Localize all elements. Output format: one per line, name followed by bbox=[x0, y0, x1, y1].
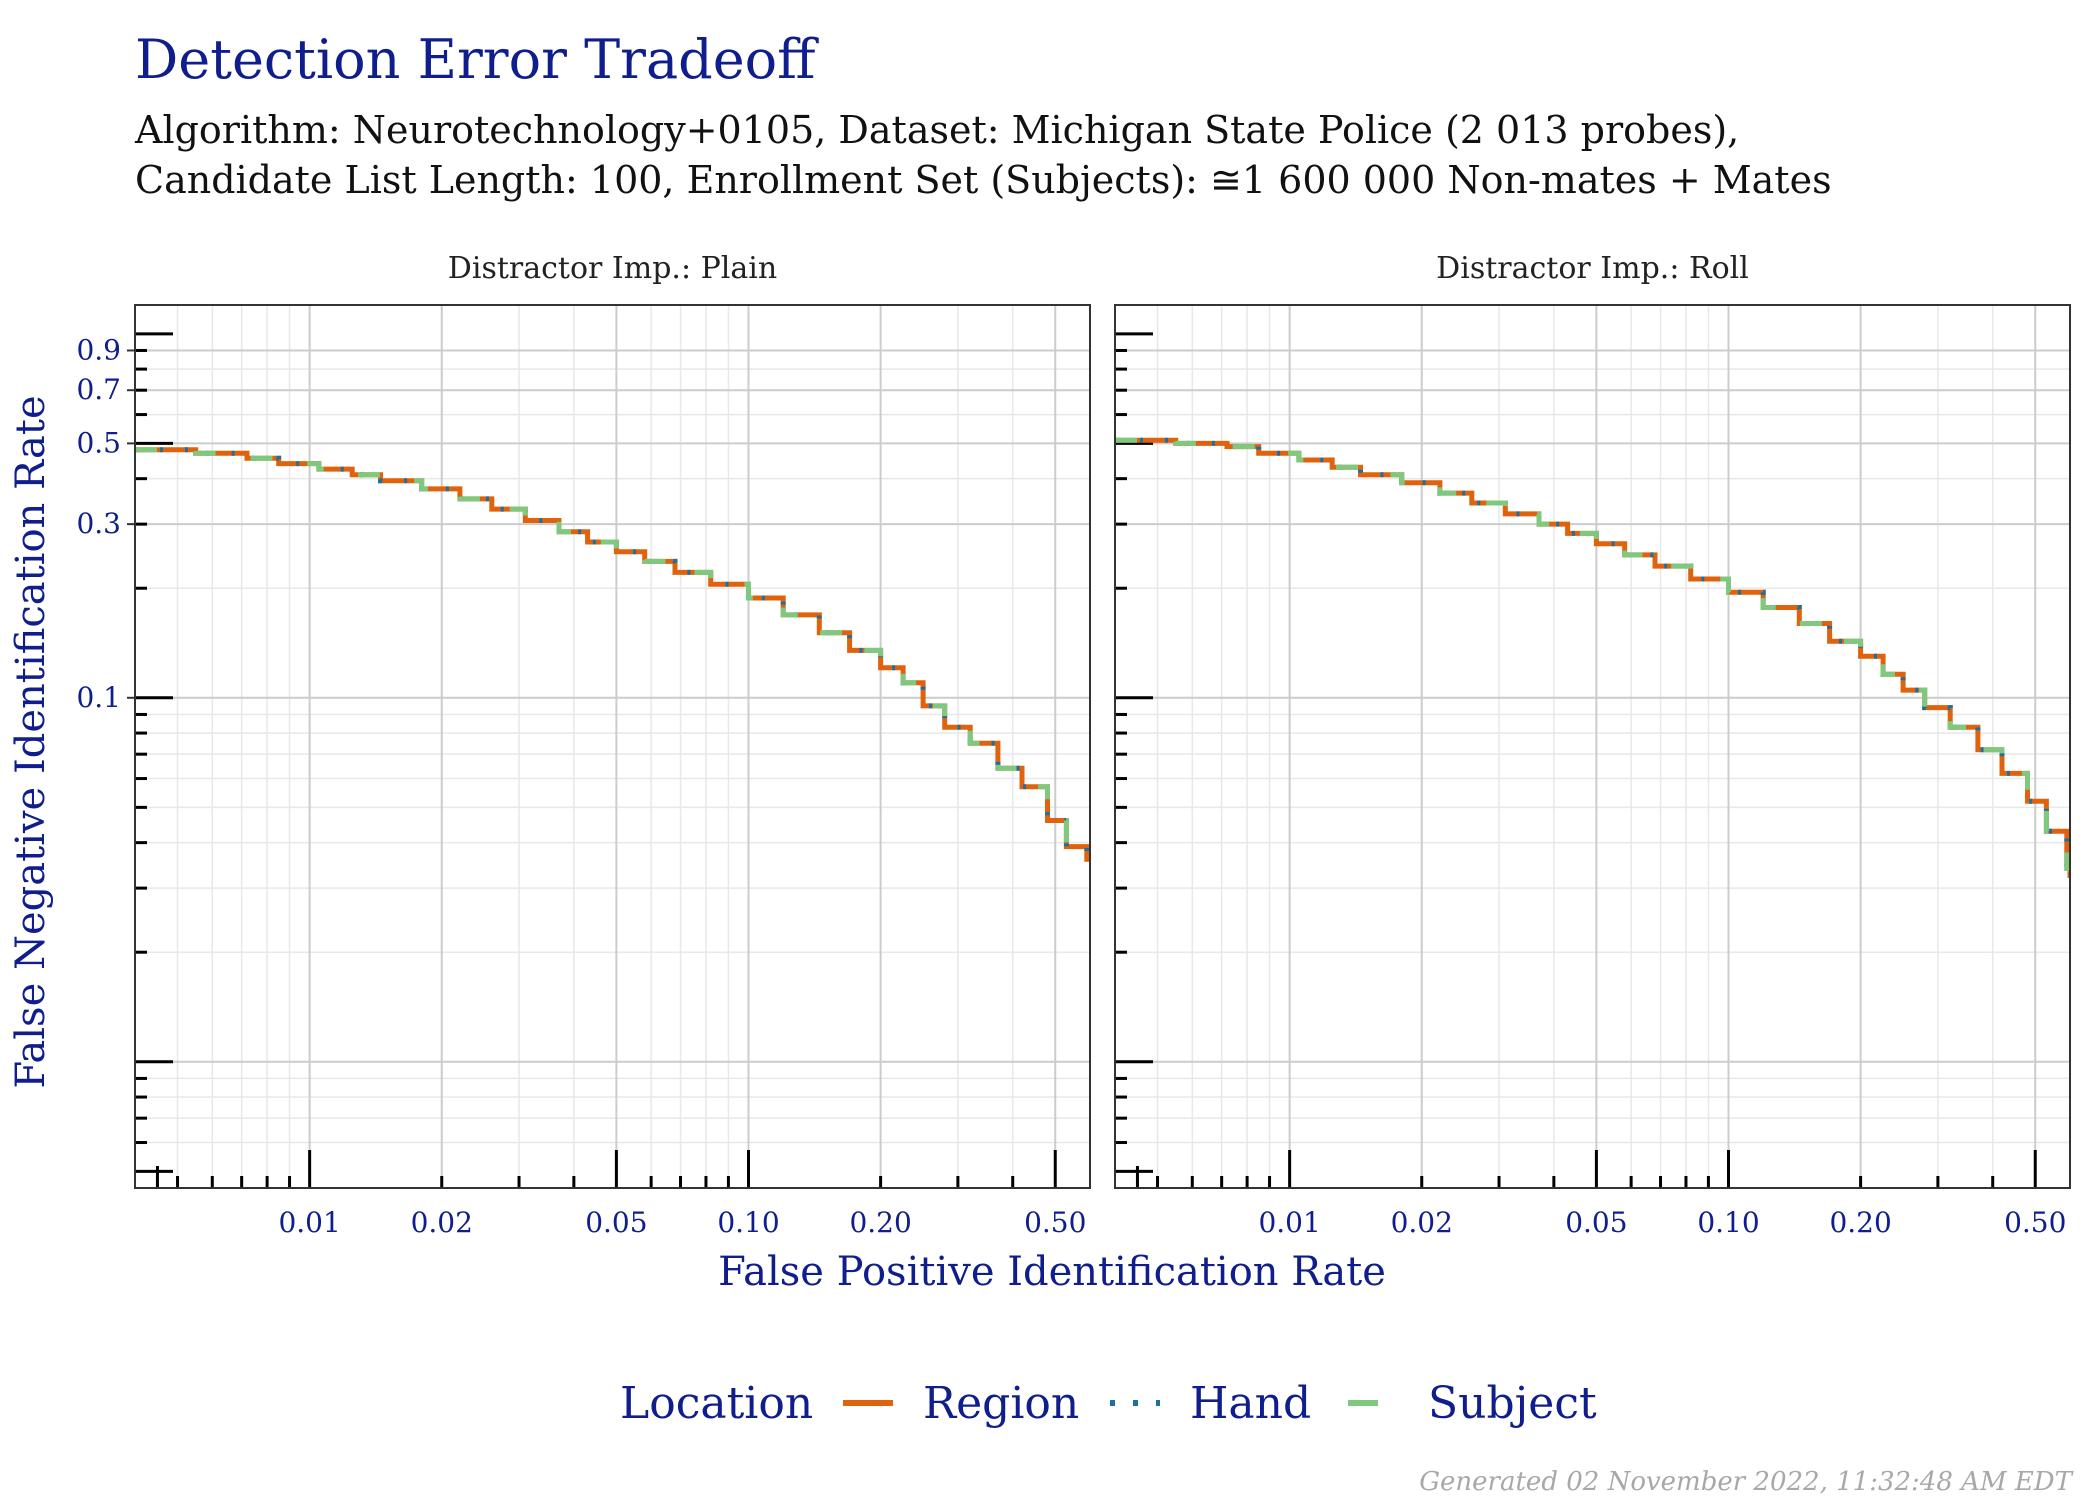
x-tick-label: 0.20 bbox=[1829, 1206, 1891, 1239]
legend-label-subject: Subject bbox=[1428, 1378, 1597, 1429]
x-tick-label: 0.05 bbox=[1565, 1206, 1627, 1239]
panel-strip-label: Distractor Imp.: Roll bbox=[1436, 251, 1749, 286]
panel-strip-label: Distractor Imp.: Plain bbox=[448, 251, 777, 286]
x-tick-label: 0.02 bbox=[1391, 1206, 1453, 1239]
legend-title: Location bbox=[620, 1378, 813, 1429]
series-line-region bbox=[1115, 437, 2070, 878]
x-tick-label: 0.01 bbox=[1258, 1206, 1320, 1239]
x-tick-label: 0.05 bbox=[585, 1206, 647, 1239]
panel-2: Distractor Imp.: Roll 0.01 0.02 0.05 0.10 0.2… bbox=[1114, 251, 2071, 1239]
series-line-region bbox=[135, 447, 1090, 862]
series-line-hand bbox=[1115, 437, 2070, 878]
legend-label-region: Region bbox=[923, 1378, 1079, 1429]
y-tick-label: 0.9 bbox=[76, 333, 121, 366]
x-tick-label: 0.02 bbox=[411, 1206, 473, 1239]
y-tick-label: 0.5 bbox=[76, 426, 121, 459]
legend: Location Region Hand Subject bbox=[620, 1378, 1597, 1429]
panel-1: Distractor Imp.: Plain 0.01 0.02 0.05 0.10 0.… bbox=[76, 251, 1091, 1239]
panel-border bbox=[134, 304, 1091, 1189]
chart-title: Detection Error Tradeoff bbox=[135, 28, 819, 91]
x-tick-label: 0.50 bbox=[1024, 1206, 1086, 1239]
y-tick-label: 0.1 bbox=[76, 681, 121, 714]
x-tick-label: 0.10 bbox=[717, 1206, 779, 1239]
x-tick-label: 0.01 bbox=[278, 1206, 340, 1239]
series-line-hand bbox=[135, 447, 1090, 862]
y-axis-title: False Negative Identification Rate bbox=[8, 395, 54, 1088]
facet-panels: Distractor Imp.: Plain 0.01 0.02 0.05 0.10 0.… bbox=[76, 251, 2071, 1239]
x-tick-label: 0.10 bbox=[1697, 1206, 1759, 1239]
x-tick-label: 0.50 bbox=[2004, 1206, 2066, 1239]
legend-label-hand: Hand bbox=[1190, 1378, 1311, 1429]
panel-border bbox=[1114, 304, 2071, 1189]
y-tick-label: 0.7 bbox=[76, 373, 121, 406]
generated-timestamp: Generated 02 November 2022, 11:32:48 AM … bbox=[1419, 1467, 2073, 1497]
x-tick-label: 0.20 bbox=[849, 1206, 911, 1239]
series-group bbox=[135, 447, 1090, 862]
series-line-subject bbox=[135, 447, 1090, 862]
chart-subtitle-line-2: Candidate List Length: 100, Enrollment S… bbox=[135, 158, 1832, 202]
series-group bbox=[1115, 437, 2070, 878]
y-tick-label: 0.3 bbox=[76, 507, 121, 540]
series-line-subject bbox=[1115, 437, 2070, 878]
x-axis-title: False Positive Identification Rate bbox=[718, 1249, 1386, 1295]
chart-subtitle-line-1: Algorithm: Neurotechnology+0105, Dataset… bbox=[134, 108, 1739, 152]
